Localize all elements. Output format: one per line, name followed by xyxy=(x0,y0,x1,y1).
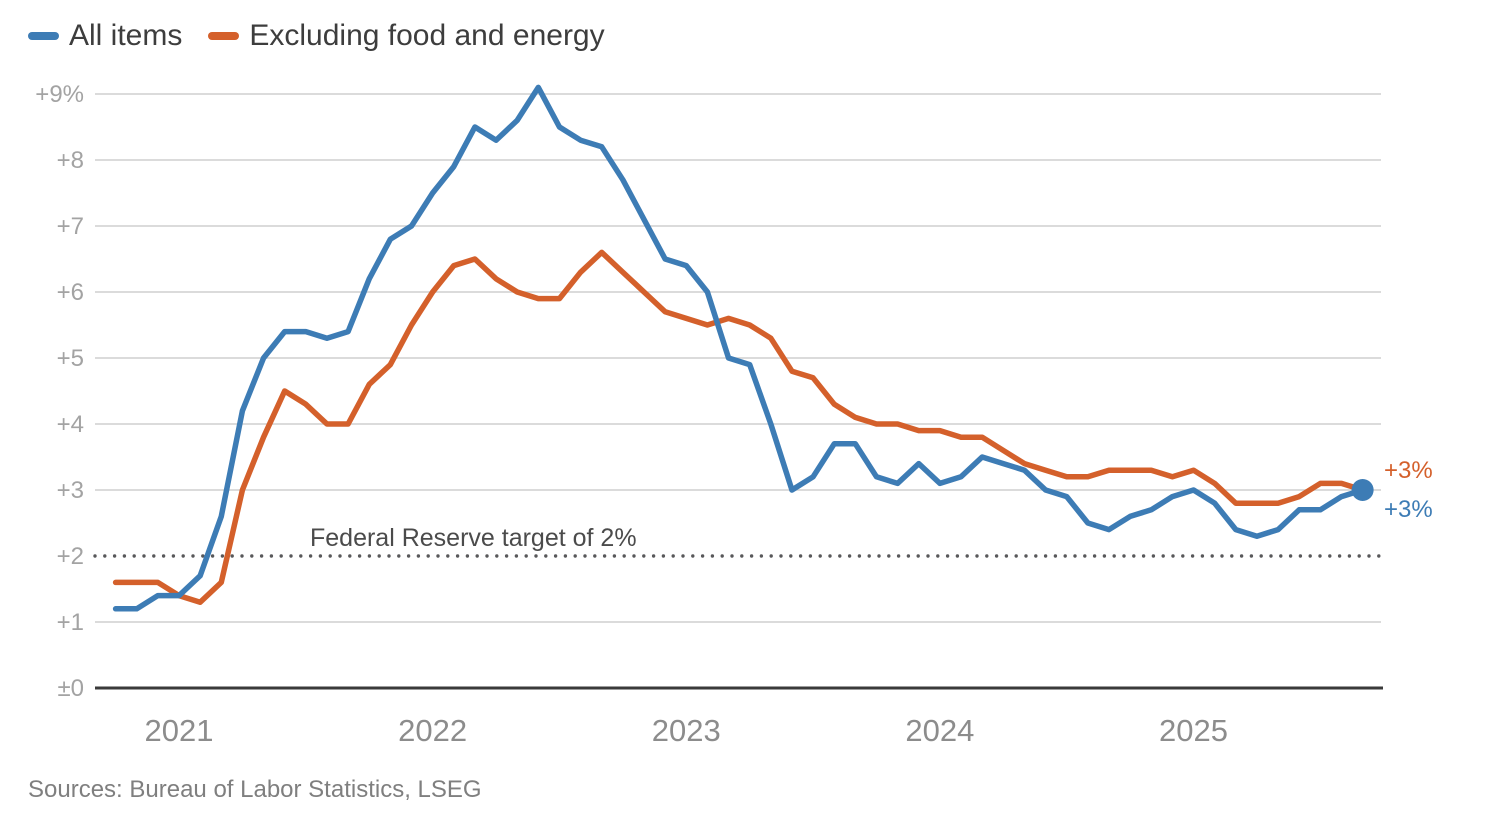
y-tick-label-6: +6 xyxy=(57,279,84,306)
x-tick-label-2022: 2022 xyxy=(398,713,467,748)
x-tick-label-2025: 2025 xyxy=(1159,713,1228,748)
end-label-excluding-food-and-energy: +3% xyxy=(1384,457,1433,484)
legend-item-excluding-food-and-energy: Excluding food and energy xyxy=(208,19,605,53)
y-tick-label-0: ±0 xyxy=(57,675,84,702)
x-tick-label-2023: 2023 xyxy=(652,713,721,748)
y-tick-label-5: +5 xyxy=(57,345,84,372)
y-tick-label-7: +7 xyxy=(57,213,84,240)
legend-swatch-all-items-icon xyxy=(28,32,59,40)
legend-label-all-items: All items xyxy=(69,19,183,52)
x-tick-label-2021: 2021 xyxy=(145,713,214,748)
y-tick-label-2: +2 xyxy=(57,543,84,570)
series-line-excluding-food-and-energy xyxy=(112,249,1366,605)
end-label-all-items: +3% xyxy=(1384,496,1433,523)
latest-point-marker xyxy=(1351,479,1374,501)
source-note: Sources: Bureau of Labor Statistics, LSE… xyxy=(28,776,482,803)
y-tick-label-9: +9% xyxy=(35,81,84,108)
y-tick-label-1: +1 xyxy=(57,609,84,636)
series-line-all-items xyxy=(112,84,1366,612)
y-tick-label-3: +3 xyxy=(57,477,84,504)
legend-item-all-items: All items xyxy=(28,19,182,53)
legend-label-excluding-food-and-energy: Excluding food and energy xyxy=(249,19,605,52)
fed-target-annotation: Federal Reserve target of 2% xyxy=(310,524,637,552)
legend-swatch-excluding-food-and-energy-icon xyxy=(208,32,240,40)
y-tick-label-8: +8 xyxy=(57,147,84,174)
x-tick-label-2024: 2024 xyxy=(905,713,974,748)
y-tick-label-4: +4 xyxy=(57,411,84,438)
legend: All items Excluding food and energy xyxy=(28,19,605,53)
